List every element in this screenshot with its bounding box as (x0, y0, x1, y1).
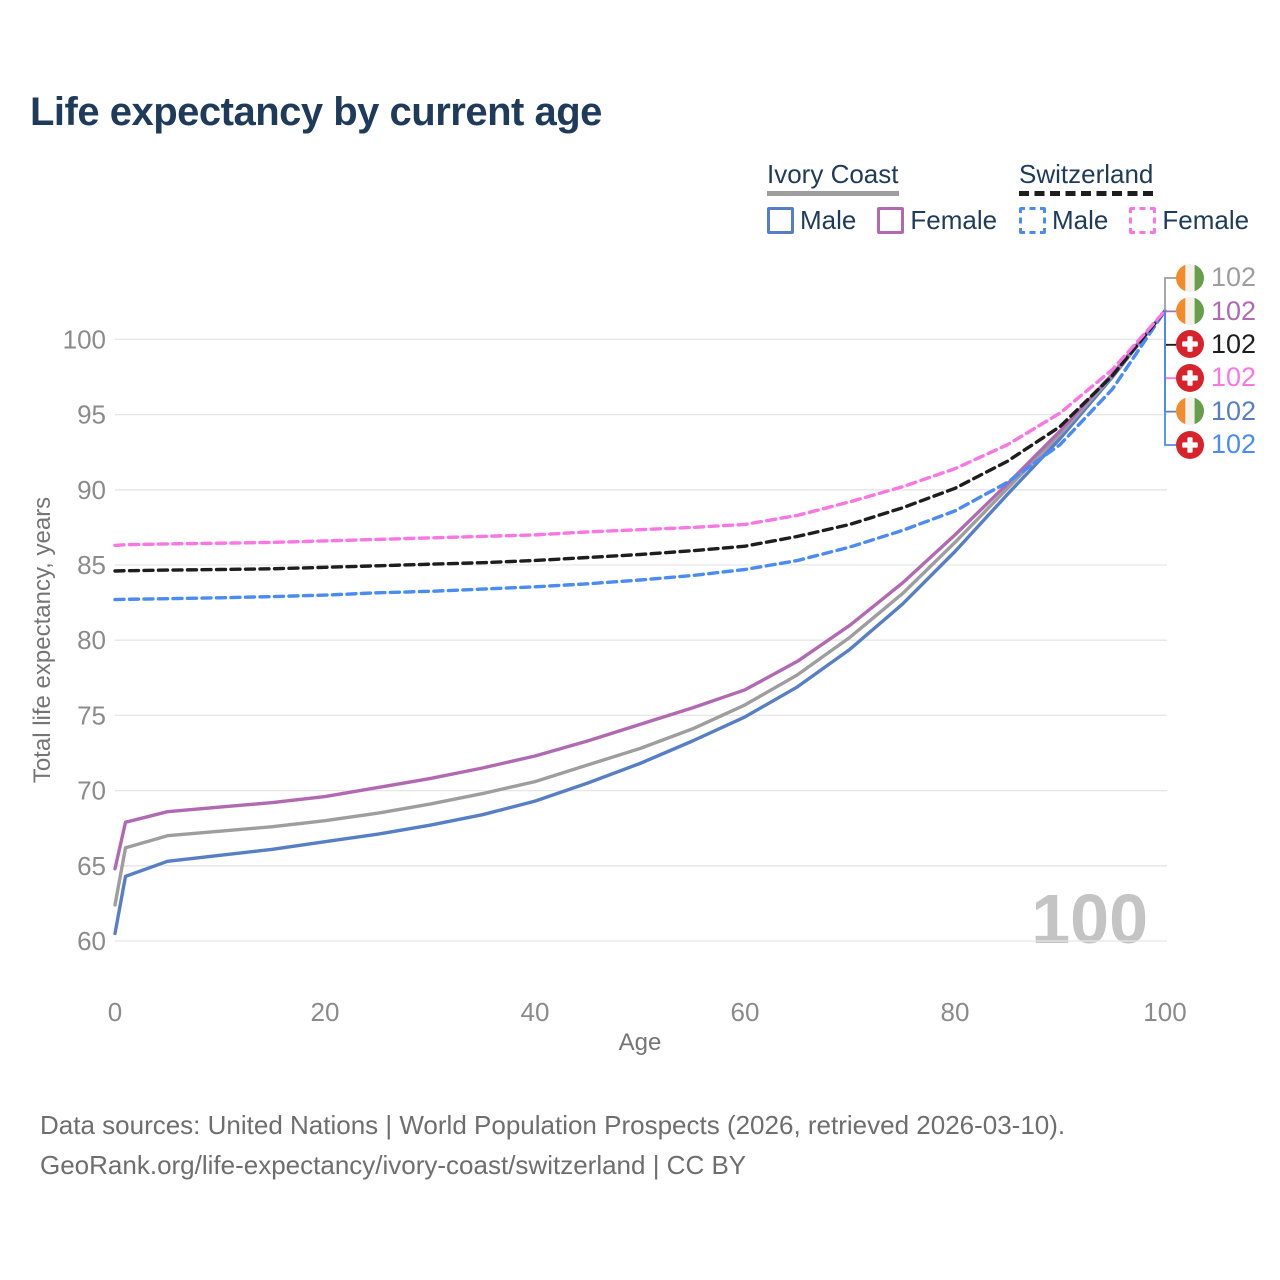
legend-item-label: Male (800, 205, 857, 236)
y-tick-label: 100 (63, 324, 106, 354)
legend-title-ivory-coast[interactable]: Ivory Coast (767, 160, 899, 197)
end-label-ic-male: 102 (1176, 395, 1256, 428)
legend-item-ivory-coast-female[interactable]: Female (877, 205, 997, 236)
line-chart: 100 60 65 70 75 80 85 90 95 100 0 20 40 60 80 100 Age Tot… (29, 277, 1187, 1056)
legend-group-switzerland: Switzerland Male Female (1019, 160, 1270, 236)
solid-line-swatch-icon (877, 207, 905, 235)
legend-item-label: Female (910, 205, 998, 236)
end-label-connector-ic-male (1164, 310, 1176, 413)
end-label-ch-both: 102 (1176, 328, 1256, 361)
x-tick-label: 20 (311, 997, 340, 1027)
series-line-ic-male[interactable] (113, 309, 1167, 936)
age-counter-watermark: 100 (1031, 880, 1148, 958)
legend-group-ivory-coast: Ivory Coast Male Female (767, 160, 1018, 236)
x-tick-label: 40 (521, 997, 550, 1027)
legend-item-ivory-coast-male[interactable]: Male (767, 205, 856, 236)
switzerland-flag-icon (1176, 430, 1204, 459)
end-value: 102 (1211, 395, 1257, 426)
y-tick-label: 65 (77, 851, 106, 881)
footer: Data sources: United Nations | World Pop… (40, 1105, 1065, 1185)
series-line-ch-male[interactable] (113, 309, 1167, 602)
solid-line-swatch-icon (767, 207, 794, 235)
legend-item-label: Female (1162, 205, 1250, 236)
legend-row-ivory-coast: Male Female (767, 205, 1018, 236)
series-line-ch-female[interactable] (113, 309, 1167, 548)
y-tick-label: 75 (77, 700, 106, 730)
dashed-line-swatch-icon (1129, 207, 1157, 235)
end-label-ch-female: 102 (1176, 361, 1256, 394)
x-tick-label: 60 (731, 997, 760, 1027)
x-tick-label: 80 (941, 997, 970, 1027)
page-title: Life expectancy by current age (30, 90, 602, 134)
switzerland-flag-icon (1176, 363, 1204, 392)
dashed-line-swatch-icon (1019, 207, 1046, 235)
y-axis-title: Total life expectancy, years (29, 497, 56, 783)
y-tick-label: 70 (77, 776, 106, 806)
series-line-ic-female[interactable] (113, 309, 1167, 871)
switzerland-flag-icon (1176, 330, 1204, 359)
end-label-ch-male: 102 (1176, 428, 1256, 461)
ivory-coast-flag-icon (1176, 297, 1204, 326)
footer-attribution: GeoRank.org/life-expectancy/ivory-coast/… (40, 1150, 747, 1180)
legend-title-switzerland[interactable]: Switzerland (1019, 160, 1154, 197)
y-tick-label: 60 (77, 926, 106, 956)
end-value: 102 (1211, 328, 1257, 359)
x-tick-label: 100 (1143, 997, 1186, 1027)
x-axis-title: Age (619, 1029, 662, 1056)
ivory-coast-flag-icon (1176, 397, 1204, 426)
end-label-connector-ic-female (1164, 310, 1176, 313)
end-label-ic-both: 102 (1176, 261, 1256, 294)
end-value-labels: 102 102 102 102 102 102 (1176, 261, 1256, 461)
end-value: 102 (1211, 429, 1257, 460)
y-tick-label: 95 (77, 400, 106, 430)
y-tick-label: 90 (77, 475, 106, 505)
legend-item-label: Male (1052, 205, 1109, 236)
end-label-ic-female: 102 (1176, 294, 1256, 327)
end-label-connector-ic-both (1164, 277, 1176, 311)
legend-row-switzerland: Male Female (1019, 205, 1270, 236)
legend-item-switzerland-female[interactable]: Female (1129, 205, 1249, 236)
end-value: 102 (1211, 262, 1257, 293)
series-line-ch-both[interactable] (113, 309, 1167, 573)
end-value: 102 (1211, 295, 1257, 326)
series-line-ic-both[interactable] (113, 309, 1167, 907)
end-label-connector-ch-male (1164, 310, 1176, 446)
x-tick-label: 0 (108, 997, 122, 1027)
y-tick-label: 80 (77, 625, 106, 655)
footer-data-sources: Data sources: United Nations | World Pop… (40, 1110, 1066, 1140)
legend-item-switzerland-male[interactable]: Male (1019, 205, 1108, 236)
ivory-coast-flag-icon (1176, 263, 1204, 292)
y-tick-label: 85 (77, 550, 106, 580)
end-value: 102 (1211, 362, 1257, 393)
